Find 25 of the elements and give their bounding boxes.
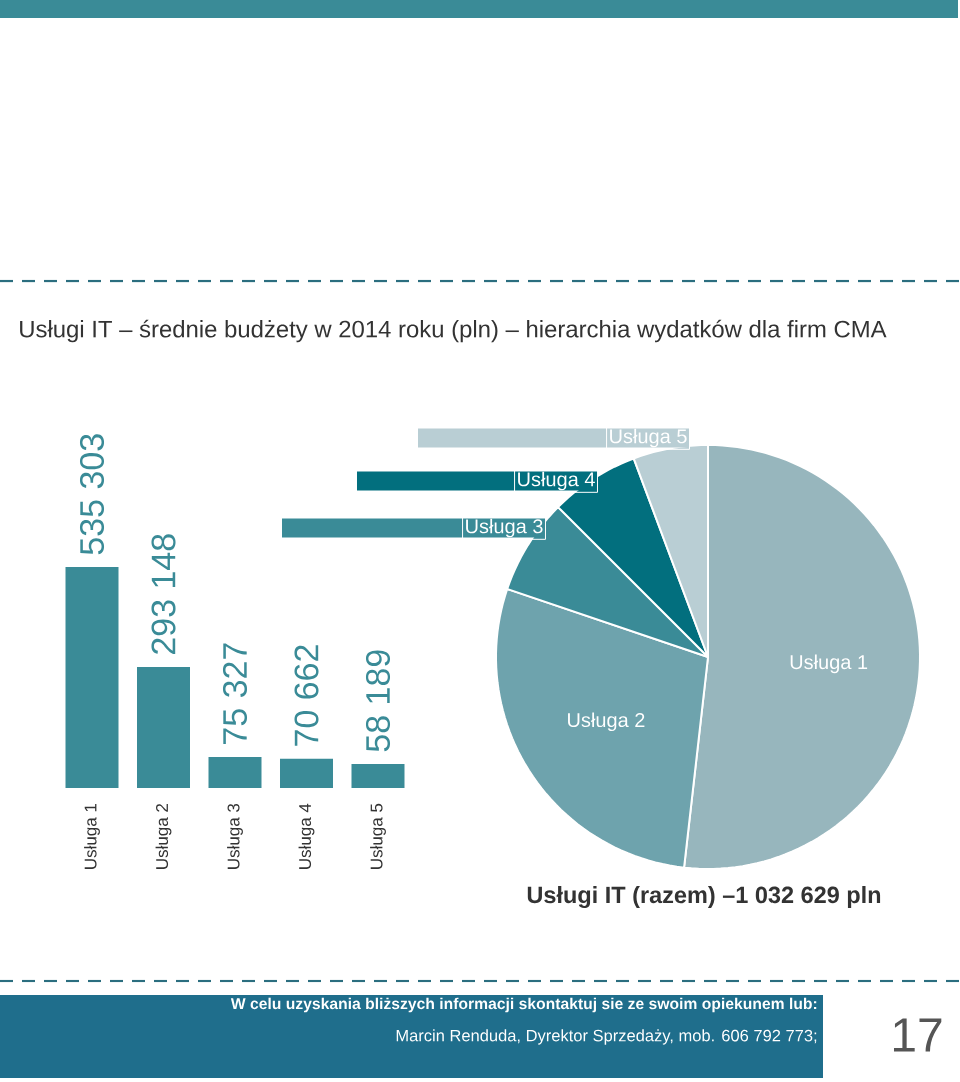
slice-label: Usługa 5 (610, 428, 687, 448)
x-tick-label: Usługa 4 (298, 803, 315, 869)
x-tick-label: Usługa 2 (155, 804, 172, 869)
chart-title: Usługi IT – średnie budżety w 2014 roku (pln) – hierarchia wydatków dla firm CMA (20, 319, 887, 343)
bar (137, 666, 190, 788)
x-tick-label: Usługa 3 (227, 803, 243, 869)
x-tick-label: Usługa 5 (370, 803, 386, 869)
slice-label: Usługa 3 (466, 518, 543, 538)
data-label: 75 327 (222, 643, 248, 744)
bar (65, 566, 119, 788)
bar (351, 763, 405, 788)
text: Usługi IT (razem) –1 032 629 pln (527, 885, 881, 908)
text: 17 (894, 1018, 942, 1052)
x-tick-label: Usługa 1 (84, 803, 100, 869)
bar (280, 758, 333, 788)
slice-label: Usługa 2 (568, 712, 645, 732)
bar (208, 756, 262, 788)
text: Marcin Renduda, Dyrektor Sprzedaży, mob. 606 792 773; (396, 1029, 817, 1045)
slice-label: Usługa 1 (790, 654, 868, 674)
slice-label: Usługa 4 (518, 471, 595, 491)
data-label: 58 189 (365, 650, 391, 752)
data-label: 70 662 (294, 645, 319, 746)
data-label: 293 148 (151, 534, 176, 654)
data-label: 535 303 (79, 434, 105, 555)
text: W celu uzyskania bliższych informacji skontaktuj sie ze swoim opiekunem lub: (230, 997, 817, 1013)
